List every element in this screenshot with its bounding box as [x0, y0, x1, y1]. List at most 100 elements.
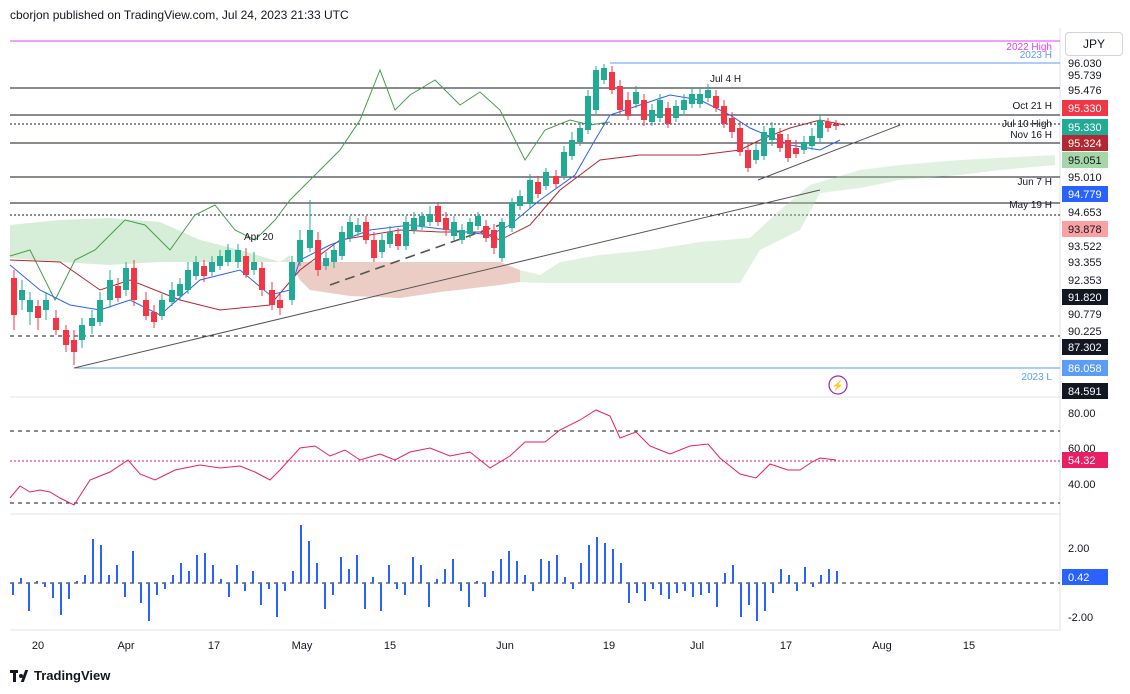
osc-bar — [444, 569, 446, 583]
osc-bar — [20, 578, 22, 583]
osc-bar — [460, 583, 462, 591]
level-label: Jul 10 High — [1002, 119, 1052, 130]
candle — [331, 250, 337, 262]
osc-value-label: 0.42 — [1068, 572, 1089, 584]
candle — [115, 286, 121, 298]
osc-bar — [260, 583, 262, 605]
osc-bar — [532, 583, 534, 591]
candle — [785, 140, 791, 158]
candle — [673, 106, 679, 118]
candle — [363, 222, 369, 240]
ichimoku-cloud — [290, 155, 1055, 298]
osc-bar — [420, 565, 422, 583]
osc-bar — [116, 565, 118, 583]
candle — [761, 132, 767, 156]
osc-bar — [380, 583, 382, 611]
candle — [151, 312, 157, 322]
publisher-caption: cborjon published on TradingView.com, Ju… — [10, 8, 349, 22]
osc-bar — [212, 565, 214, 583]
plot-area — [10, 28, 1060, 628]
osc-bar — [708, 583, 710, 593]
candle — [777, 134, 783, 148]
candle — [561, 152, 567, 176]
candle — [451, 222, 457, 236]
osc-bar — [724, 573, 726, 583]
price-tick-label: 92.353 — [1068, 275, 1102, 287]
osc-bar — [84, 575, 86, 583]
osc-bar — [716, 583, 718, 607]
candle — [705, 90, 711, 98]
candle — [71, 340, 77, 352]
candle — [159, 300, 165, 316]
osc-bar — [540, 559, 542, 583]
candle — [251, 262, 257, 270]
level-label: 2023 L — [1021, 372, 1052, 383]
price-tag-label: 95.330 — [1068, 122, 1102, 134]
candle — [269, 290, 275, 305]
osc-bar — [172, 575, 174, 583]
osc-bar — [228, 583, 230, 597]
candle — [435, 206, 441, 222]
candle — [745, 150, 751, 168]
osc-bar — [164, 583, 166, 589]
candle — [123, 268, 129, 290]
candle — [371, 240, 377, 258]
osc-bar — [628, 583, 630, 603]
trendline — [757, 124, 901, 181]
time-tick-label: Jun — [496, 640, 514, 652]
osc-bar — [748, 583, 750, 605]
price-tag — [1062, 306, 1108, 322]
candle — [419, 216, 425, 226]
time-tick-label: Jul — [690, 640, 704, 652]
osc-bar — [484, 583, 486, 597]
osc-bar — [404, 583, 406, 595]
candle — [107, 280, 113, 300]
osc-bar — [476, 581, 478, 583]
candle — [535, 182, 541, 194]
price-tag-label: 93.878 — [1068, 224, 1102, 236]
osc-bar — [772, 583, 774, 593]
candle — [297, 240, 303, 262]
candle — [27, 300, 33, 312]
candle — [713, 96, 719, 108]
price-tag — [1062, 152, 1108, 168]
ichimoku-cloud — [290, 262, 520, 298]
osc-bar — [804, 567, 806, 583]
osc-bar — [284, 583, 286, 591]
currency-button[interactable]: JPY — [1065, 32, 1123, 56]
candle — [89, 318, 95, 326]
price-tag — [1062, 323, 1108, 339]
price-tag — [1062, 119, 1108, 135]
osc-bar — [140, 583, 142, 603]
osc-bar — [436, 579, 438, 583]
candle — [185, 270, 191, 290]
candle — [235, 250, 241, 262]
candle — [459, 230, 465, 240]
osc-bar — [828, 569, 830, 583]
candle — [527, 180, 533, 204]
candle — [225, 250, 231, 262]
brand-label: TradingView — [34, 668, 111, 683]
osc-bar — [788, 575, 790, 583]
candle — [833, 124, 839, 126]
candle — [609, 72, 615, 90]
candle — [209, 262, 215, 272]
candle — [809, 136, 815, 146]
candle — [499, 222, 505, 258]
price-tag-label: 95.330 — [1068, 103, 1102, 115]
osc-bar — [812, 583, 814, 587]
osc-bar — [452, 559, 454, 583]
candle — [601, 68, 607, 80]
osc-bar — [316, 563, 318, 583]
price-tick-label: 95.476 — [1068, 85, 1102, 97]
time-tick-label: Apr — [117, 640, 134, 652]
osc-value-tag — [1062, 569, 1108, 585]
time-tick-label: May — [292, 640, 313, 652]
osc-bar — [348, 569, 350, 583]
osc-bar — [740, 583, 742, 617]
price-tag — [1062, 289, 1108, 305]
osc-bar — [180, 563, 182, 583]
osc-bar — [148, 583, 150, 621]
candle — [289, 262, 295, 300]
